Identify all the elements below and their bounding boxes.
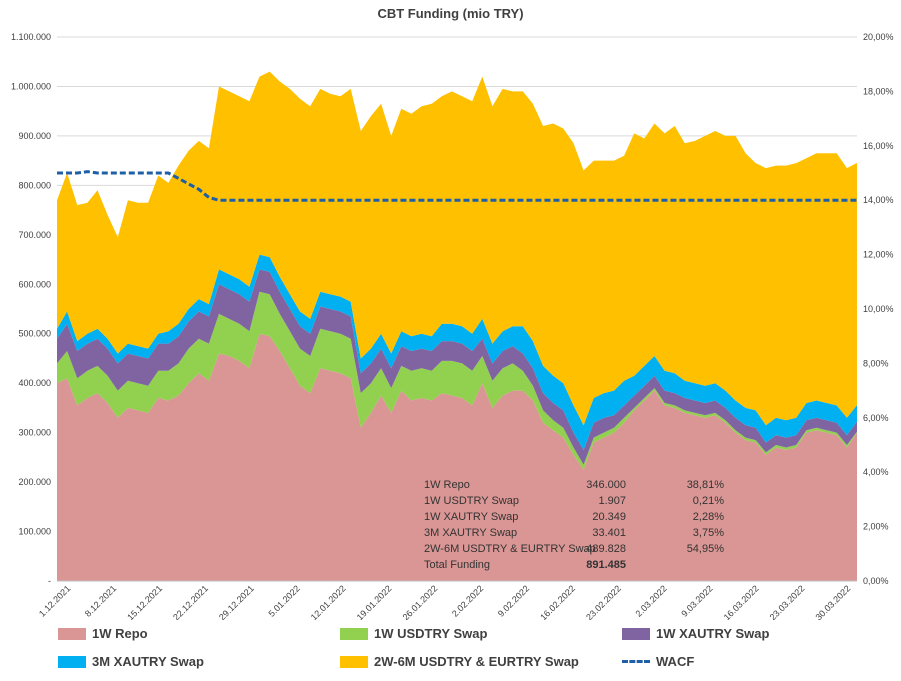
x-tick-label: 12.01.2022 xyxy=(309,583,348,620)
summary-row: Total Funding 891.485 xyxy=(424,559,724,575)
y-tick-label: 200.000 xyxy=(18,477,51,487)
chart-legend: 1W Repo 1W USDTRY Swap 1W XAUTRY Swap 3M XA… xyxy=(0,622,901,677)
x-tick-label: 16.02.2022 xyxy=(538,583,577,620)
summary-percent: 3,75% xyxy=(692,527,724,539)
legend-item: WACF xyxy=(622,654,694,669)
summary-row: 2W-6M USDTRY & EURTRY Swap 489.828 54,95% xyxy=(424,543,724,559)
y2-tick-label: 20,00% xyxy=(863,32,894,42)
x-tick-label: 30.03.2022 xyxy=(813,583,852,620)
x-tick-label: 9.02.2022 xyxy=(496,583,531,618)
summary-row: 1W XAUTRY Swap 20.349 2,28% xyxy=(424,511,724,527)
summary-label: 1W Repo xyxy=(424,479,470,491)
y2-tick-label: 12,00% xyxy=(863,250,894,260)
summary-percent: 0,21% xyxy=(692,495,724,507)
area-1w-repo xyxy=(57,333,857,581)
legend-label: 2W-6M USDTRY & EURTRY Swap xyxy=(374,654,579,669)
y2-tick-label: 0,00% xyxy=(863,576,889,586)
x-tick-label: 16.03.2022 xyxy=(722,583,761,620)
summary-label: Total Funding xyxy=(424,559,491,571)
area-1w-usdtry-swap xyxy=(57,291,857,470)
legend-line-icon xyxy=(622,660,650,663)
y2-tick-label: 6,00% xyxy=(863,413,889,423)
x-tick-label: 8.12.2021 xyxy=(83,583,118,618)
legend-item: 3M XAUTRY Swap xyxy=(58,654,204,669)
x-tick-label: 9.03.2022 xyxy=(679,583,714,618)
summary-value: 489.828 xyxy=(586,543,626,555)
summary-label: 1W USDTRY Swap xyxy=(424,495,519,507)
x-tick-label: 26.01.2022 xyxy=(401,583,440,620)
legend-swatch-icon xyxy=(340,655,368,668)
x-tick-label: 19.01.2022 xyxy=(355,583,394,620)
y2-tick-label: 14,00% xyxy=(863,195,894,205)
legend-label: 1W USDTRY Swap xyxy=(374,626,488,641)
y2-tick-label: 18,00% xyxy=(863,86,894,96)
x-tick-label: 23.02.2022 xyxy=(584,583,623,620)
legend-item: 1W USDTRY Swap xyxy=(340,626,487,641)
legend-label: 3M XAUTRY Swap xyxy=(92,654,204,669)
y2-tick-label: 4,00% xyxy=(863,467,889,477)
y-tick-label: 300.000 xyxy=(18,428,51,438)
x-tick-label: 23.03.2022 xyxy=(768,583,807,620)
legend-label: WACF xyxy=(656,654,695,669)
y-tick-label: 900.000 xyxy=(18,131,51,141)
summary-label: 2W-6M USDTRY & EURTRY Swap xyxy=(424,543,596,555)
y2-tick-label: 10,00% xyxy=(863,304,894,314)
x-tick-label: 1.12.2021 xyxy=(37,583,72,618)
legend-item: 1W XAUTRY Swap xyxy=(622,626,769,641)
wacf-line xyxy=(57,170,857,202)
x-tick-label: 29.12.2021 xyxy=(217,583,256,620)
legend-swatch-icon xyxy=(58,655,86,668)
summary-row: 1W Repo 346.000 38,81% xyxy=(424,479,724,495)
summary-label: 3M XAUTRY Swap xyxy=(424,527,518,539)
summary-percent: 38,81% xyxy=(686,479,724,491)
legend-item: 2W-6M USDTRY & EURTRY Swap xyxy=(340,654,579,669)
legend-swatch-icon xyxy=(622,627,650,640)
y-tick-label: 1.000.000 xyxy=(11,81,51,91)
y-tick-label: 100.000 xyxy=(18,527,51,537)
summary-value: 1.907 xyxy=(598,495,626,507)
legend-swatch-icon xyxy=(58,627,86,640)
x-tick-label: 5.01.2022 xyxy=(266,583,301,618)
y-tick-label: 800.000 xyxy=(18,180,51,190)
y-tick-label: 1.100.000 xyxy=(11,32,51,42)
funding-summary-table: 1W Repo 346.000 38,81% 1W USDTRY Swap 1.907 0… xyxy=(424,479,724,575)
summary-label: 1W XAUTRY Swap xyxy=(424,511,519,523)
area-3m-xautry-swap xyxy=(57,254,857,450)
legend-item: 1W Repo xyxy=(58,626,148,641)
legend-label: 1W Repo xyxy=(92,626,148,641)
summary-row: 3M XAUTRY Swap 33.401 3,75% xyxy=(424,527,724,543)
summary-percent: 2,28% xyxy=(692,511,724,523)
summary-row: 1W USDTRY Swap 1.907 0,21% xyxy=(424,495,724,511)
summary-value: 33.401 xyxy=(592,527,626,539)
y2-tick-label: 16,00% xyxy=(863,141,894,151)
y-tick-label: 500.000 xyxy=(18,329,51,339)
y-tick-label: 700.000 xyxy=(18,230,51,240)
y-tick-label: - xyxy=(48,576,51,586)
summary-value: 346.000 xyxy=(586,479,626,491)
y2-tick-label: 2,00% xyxy=(863,522,889,532)
legend-swatch-icon xyxy=(340,627,368,640)
summary-percent: 54,95% xyxy=(686,543,724,555)
y-tick-label: 600.000 xyxy=(18,279,51,289)
legend-label: 1W XAUTRY Swap xyxy=(656,626,770,641)
chart-plot: - 100.000 200.000 300.000 400.000 500.000 600.… xyxy=(11,32,894,620)
x-tick-label: 15.12.2021 xyxy=(125,583,164,620)
x-tick-label: 2.02.2022 xyxy=(450,583,485,618)
summary-value: 20.349 xyxy=(592,511,626,523)
x-tick-label: 2.03.2022 xyxy=(633,583,668,618)
area-2w-6m-usdtry-eurtry-swap xyxy=(57,71,857,426)
chart-title: CBT Funding (mio TRY) xyxy=(377,6,524,21)
summary-value: 891.485 xyxy=(586,559,626,571)
y-tick-label: 400.000 xyxy=(18,378,51,388)
y2-tick-label: 8,00% xyxy=(863,358,889,368)
x-tick-label: 22.12.2021 xyxy=(171,583,210,620)
